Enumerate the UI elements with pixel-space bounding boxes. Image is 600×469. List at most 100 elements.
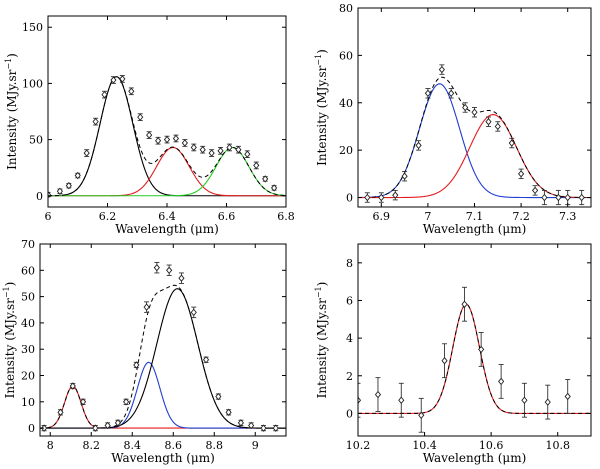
plot-frame	[357, 243, 592, 437]
y-axis-label-tail: )	[5, 53, 19, 58]
data-point	[146, 131, 153, 139]
y-tick-label: 40	[339, 97, 353, 110]
x-tick-label: 9	[252, 439, 259, 452]
data-point	[237, 419, 244, 427]
fit-curve-gaussian-2	[48, 146, 286, 197]
data-point	[119, 75, 126, 83]
y-tick-label: 20	[21, 370, 35, 383]
y-tick-label: 0	[36, 190, 43, 203]
data-point	[217, 147, 224, 155]
data-point	[83, 149, 90, 157]
x-tick-label: 8.4	[124, 439, 142, 452]
x-tick-label: 10.4	[412, 439, 437, 452]
data-point	[478, 345, 485, 354]
data-point	[181, 139, 188, 147]
y-axis-label-tail: )	[315, 282, 329, 287]
fit-curve-gaussian-1	[358, 83, 591, 199]
data-point	[202, 356, 210, 364]
data-point	[494, 122, 501, 131]
x-axis-label: Wavelength (μm)	[423, 222, 527, 236]
data-point	[74, 171, 81, 180]
y-axis-label-sup: −1	[314, 286, 323, 298]
fit-curve-gaussian-1	[40, 385, 286, 429]
data-point	[172, 134, 180, 143]
data-point	[415, 141, 422, 150]
data-point	[418, 411, 425, 419]
x-tick-label: 6.9	[373, 210, 391, 223]
fit-curve-total	[48, 76, 286, 197]
plot-frame	[39, 243, 287, 437]
data-point	[401, 172, 408, 180]
data-point	[41, 424, 48, 432]
fit-curve-gaussian-2	[358, 114, 591, 199]
fit-curve-gaussian-1	[358, 303, 591, 414]
data-point	[92, 424, 99, 432]
x-tick-label: 7.3	[559, 210, 577, 223]
x-tick-label: 8.2	[83, 439, 101, 452]
data-point	[133, 361, 140, 369]
y-tick-label: 0	[346, 407, 353, 420]
x-tick-label: 6.2	[99, 210, 117, 223]
data-point	[104, 421, 111, 430]
y-axis-label: Intensity (MJy.sr−1)	[4, 53, 19, 170]
y-tick-label: 2	[346, 370, 353, 383]
data-point	[114, 419, 121, 427]
data-point	[378, 193, 385, 202]
data-point	[531, 186, 539, 195]
data-point	[541, 193, 548, 202]
data-point	[143, 303, 150, 311]
data-point	[110, 76, 117, 84]
data-point	[461, 300, 468, 308]
data-point	[564, 193, 571, 202]
data-point	[471, 108, 478, 116]
data-point	[398, 396, 405, 404]
data-point	[163, 135, 171, 144]
y-tick-label: 0	[346, 192, 353, 205]
x-tick-label: 8	[47, 439, 54, 452]
y-axis-label-main: Intensity (MJy.sr	[5, 69, 19, 169]
x-tick-label: 10.6	[479, 439, 504, 452]
data-point	[374, 390, 382, 399]
fit-curve-total	[40, 284, 286, 429]
y-axis-label-sup: −1	[314, 54, 323, 66]
y-tick-label: 40	[21, 317, 35, 330]
y-tick-label: 50	[29, 134, 43, 147]
x-tick-label: 6.4	[158, 210, 176, 223]
plot-area	[40, 261, 286, 432]
data-point	[128, 87, 135, 95]
data-point	[271, 184, 278, 192]
data-point	[260, 424, 267, 432]
data-point	[441, 357, 448, 365]
data-point	[564, 392, 571, 401]
y-tick-label: 70	[21, 238, 35, 251]
plot-area	[358, 286, 591, 433]
data-point	[65, 181, 72, 190]
x-tick-label: 7	[424, 210, 431, 223]
y-axis-label-main: Intensity (MJy.sr	[315, 65, 329, 165]
data-point	[485, 118, 492, 126]
data-point	[448, 89, 455, 97]
data-point	[438, 65, 445, 74]
data-point	[544, 398, 551, 406]
y-tick-label: 80	[339, 2, 353, 15]
panel-bottom-left: 8 8.2 8.4 8.6 8.8 9 0 10 20 30 40 50 60 70 Wavelength …	[2, 238, 287, 465]
x-tick-label: 8.6	[165, 439, 183, 452]
x-tick-label: 6	[45, 210, 52, 223]
plot-area	[358, 64, 591, 206]
data-point	[424, 89, 431, 97]
y-axis-label: Intensity (MJy.sr−1)	[314, 49, 329, 166]
data-point	[166, 266, 173, 275]
y-tick-label: 6	[346, 294, 353, 307]
y-axis-label: Intensity (MJy.sr−1)	[2, 282, 17, 399]
x-tick-label: 8.8	[206, 439, 224, 452]
data-point	[154, 137, 162, 145]
data-point	[153, 263, 160, 272]
data-point	[392, 191, 399, 199]
data-point	[578, 193, 585, 202]
data-point	[244, 150, 251, 158]
panel-bottom-right: 10.2 10.4 10.6 10.8 0 2 4 6 8 Wavelength (μm) Inte…	[314, 243, 592, 465]
data-point	[364, 193, 371, 202]
data-point	[555, 193, 562, 202]
y-tick-label: 4	[346, 332, 353, 345]
data-point	[199, 145, 206, 154]
